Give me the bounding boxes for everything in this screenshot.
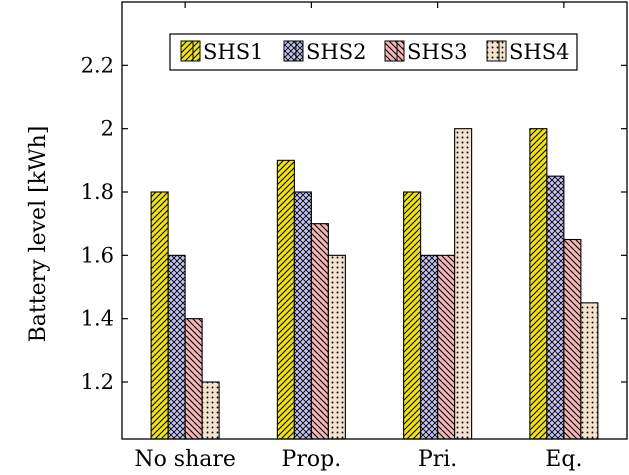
legend-label-shs3: SHS3 bbox=[407, 40, 467, 64]
bar-shs4 bbox=[327, 254, 346, 440]
bars-group bbox=[150, 128, 599, 440]
legend-label-shs4: SHS4 bbox=[509, 40, 569, 64]
bar-shs4 bbox=[201, 381, 220, 440]
bar-shs4 bbox=[580, 302, 599, 440]
legend-label-shs2: SHS2 bbox=[306, 40, 366, 64]
x-category-label: No share bbox=[134, 447, 236, 472]
bar-shs1 bbox=[403, 191, 422, 440]
legend-swatch-shs3 bbox=[384, 40, 398, 62]
legend-swatch-shs2 bbox=[295, 40, 304, 62]
bar-shs2 bbox=[546, 175, 565, 440]
legend-swatch-shs1 bbox=[180, 40, 194, 62]
y-tick-label: 2.2 bbox=[81, 53, 114, 77]
legend-label-shs1: SHS1 bbox=[203, 40, 263, 64]
bar-shs1 bbox=[150, 191, 169, 440]
bar-shs1 bbox=[529, 128, 548, 440]
y-tick-label: 2 bbox=[101, 117, 114, 141]
bar-shs4 bbox=[454, 128, 473, 440]
legend-swatch-shs4 bbox=[486, 40, 500, 62]
legend-swatch-shs4 bbox=[498, 40, 507, 62]
y-axis: 1.2 1.4 1.6 1.8 2 2.2 bbox=[81, 53, 627, 394]
bar-shs3 bbox=[437, 254, 456, 440]
legend-swatch-shs1 bbox=[192, 40, 201, 62]
legend-swatch-shs2 bbox=[283, 40, 297, 62]
bar-shs3 bbox=[184, 318, 203, 440]
bar-shs3 bbox=[563, 238, 582, 440]
legend-box bbox=[169, 33, 578, 71]
x-axis: No share Prop. Pri. Eq. bbox=[134, 2, 582, 472]
bar-shs2 bbox=[167, 254, 186, 440]
legend: SHS1 SHS2 SHS3 SHS4 bbox=[169, 33, 578, 71]
bar-shs3 bbox=[310, 223, 329, 440]
bar-shs2 bbox=[293, 191, 312, 440]
y-tick-label: 1.8 bbox=[81, 180, 114, 204]
y-tick-label: 1.6 bbox=[81, 243, 114, 267]
bar-shs2 bbox=[420, 254, 439, 440]
y-axis-title: Battery level [kWh] bbox=[26, 126, 51, 343]
x-category-label: Prop. bbox=[282, 447, 342, 472]
x-category-label: Pri. bbox=[418, 447, 457, 472]
y-tick-label: 1.4 bbox=[81, 307, 114, 331]
plot-frame bbox=[121, 1, 628, 440]
bar-shs1 bbox=[276, 159, 295, 440]
legend-swatch-shs3 bbox=[396, 40, 405, 62]
y-tick-label: 1.2 bbox=[81, 370, 114, 394]
x-category-label: Eq. bbox=[545, 447, 582, 472]
